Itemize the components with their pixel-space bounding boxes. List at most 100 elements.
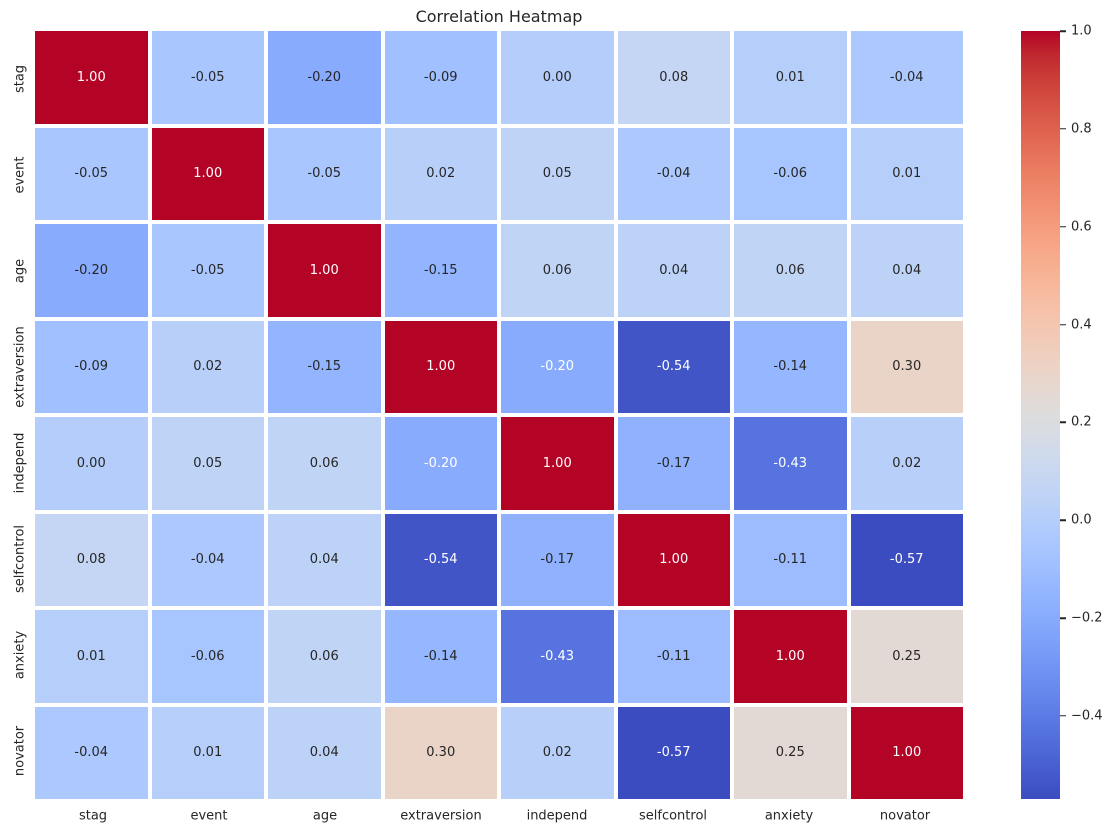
heatmap-cell: -0.54 <box>617 320 730 413</box>
colorbar-tick-mark <box>1060 225 1066 228</box>
colorbar-tick-label: 0.8 <box>1071 121 1092 137</box>
heatmap-cell: 0.04 <box>268 513 381 606</box>
cell-value: -0.17 <box>540 552 575 568</box>
colorbar-tick-mark <box>1060 128 1066 130</box>
x-tick-label: independ <box>526 808 588 824</box>
y-tick-label: anxiety <box>12 630 28 680</box>
heatmap-cell: 0.01 <box>734 31 847 124</box>
heatmap-cell: 0.01 <box>151 706 264 799</box>
cell-value: -0.43 <box>540 648 575 664</box>
colorbar-tick-mark <box>1060 519 1066 521</box>
heatmap-cell: 1.00 <box>35 31 148 124</box>
cell-value: 1.00 <box>309 262 339 278</box>
heatmap-cell: -0.57 <box>850 513 963 606</box>
heatmap-cell: 1.00 <box>268 224 381 317</box>
heatmap-cell: -0.17 <box>617 417 730 510</box>
cell-value: 1.00 <box>193 166 223 182</box>
cell-value: 1.00 <box>76 69 106 85</box>
colorbar-tick-label: 0.6 <box>1071 219 1092 235</box>
heatmap-cell: 0.06 <box>734 224 847 317</box>
x-tick-label: anxiety <box>764 808 814 824</box>
heatmap-cell: 0.08 <box>35 513 148 606</box>
cell-value: -0.20 <box>74 262 109 278</box>
cell-value: 0.06 <box>309 455 339 471</box>
y-tick-label: selfcontrol <box>12 524 28 594</box>
cell-value: -0.15 <box>307 359 342 375</box>
cell-value: 0.01 <box>892 166 922 182</box>
chart-title: Correlation Heatmap <box>415 7 583 26</box>
cell-value: -0.15 <box>423 262 458 278</box>
x-tick-label: extraversion <box>400 808 482 824</box>
cell-value: 0.02 <box>193 359 223 375</box>
heatmap-cell: -0.43 <box>734 417 847 510</box>
cell-value: 0.30 <box>892 359 922 375</box>
heatmap-cell: 0.30 <box>850 320 963 413</box>
cell-value: 1.00 <box>892 745 922 761</box>
cell-value: 0.08 <box>659 69 689 85</box>
heatmap-cell: 0.04 <box>850 224 963 317</box>
cell-value: -0.05 <box>74 166 109 182</box>
heatmap-cell: 0.04 <box>268 706 381 799</box>
heatmap-cell: 0.01 <box>850 127 963 220</box>
heatmap-cell: -0.14 <box>384 610 497 703</box>
cell-value: -0.57 <box>889 552 924 568</box>
heatmap-cell: 1.00 <box>734 610 847 703</box>
cell-value: 0.04 <box>659 262 689 278</box>
cell-value: -0.04 <box>74 745 109 761</box>
cell-value: -0.05 <box>190 262 225 278</box>
cell-value: 0.05 <box>542 166 572 182</box>
cell-value: 1.00 <box>426 359 456 375</box>
heatmap-cell: -0.43 <box>501 610 614 703</box>
heatmap-cell: -0.04 <box>35 706 148 799</box>
cell-value: -0.05 <box>307 166 342 182</box>
colorbar-tick-label: −0.4 <box>1071 708 1103 724</box>
y-tick-label: extraversion <box>12 326 28 408</box>
heatmap-cell: 1.00 <box>151 127 264 220</box>
cell-value: -0.14 <box>423 648 458 664</box>
heatmap-cell: 1.00 <box>850 706 963 799</box>
cell-value: 0.04 <box>309 552 339 568</box>
cell-value: -0.04 <box>190 552 225 568</box>
cell-value: 0.06 <box>775 262 805 278</box>
heatmap-cell: -0.17 <box>501 513 614 606</box>
heatmap-cell: -0.20 <box>35 224 148 317</box>
colorbar-tick-mark <box>1060 617 1066 619</box>
heatmap-cell: -0.06 <box>734 127 847 220</box>
heatmap-cell: -0.05 <box>151 224 264 317</box>
cell-value: 1.00 <box>659 552 689 568</box>
heatmap-cell: 0.06 <box>501 224 614 317</box>
heatmap-cell: 1.00 <box>501 417 614 510</box>
heatmap-cell: 0.04 <box>617 224 730 317</box>
colorbar-tick-label: 0.2 <box>1071 414 1092 430</box>
heatmap-cell: 0.01 <box>35 610 148 703</box>
heatmap-cell: -0.11 <box>734 513 847 606</box>
heatmap-cell: 0.25 <box>850 610 963 703</box>
heatmap-cell: -0.09 <box>35 320 148 413</box>
heatmap-cell: -0.11 <box>617 610 730 703</box>
heatmap-cell: -0.54 <box>384 513 497 606</box>
cell-value: -0.20 <box>540 359 575 375</box>
heatmap-cell: 0.30 <box>384 706 497 799</box>
cell-value: -0.04 <box>656 166 691 182</box>
heatmap-cell: -0.20 <box>384 417 497 510</box>
cell-value: -0.06 <box>190 648 225 664</box>
colorbar-tick-mark <box>1060 30 1066 32</box>
cell-value: 0.04 <box>309 745 339 761</box>
heatmap-cell: -0.15 <box>384 224 497 317</box>
cell-value: -0.14 <box>773 359 808 375</box>
cell-value: -0.09 <box>423 69 458 85</box>
heatmap-cell: 0.02 <box>501 706 614 799</box>
cell-value: -0.43 <box>773 455 808 471</box>
heatmap-cell: 1.00 <box>617 513 730 606</box>
heatmap-cell: -0.05 <box>35 127 148 220</box>
heatmap-cell: -0.20 <box>268 31 381 124</box>
colorbar-tick-label: 1.0 <box>1071 23 1092 39</box>
colorbar-tick-mark <box>1060 421 1066 424</box>
cell-value: 0.02 <box>542 745 572 761</box>
x-tick-label: age <box>312 808 338 824</box>
cell-value: 0.06 <box>309 648 339 664</box>
heatmap-cell: -0.05 <box>151 31 264 124</box>
cell-value: 0.01 <box>76 648 106 664</box>
cell-value: -0.54 <box>656 359 691 375</box>
